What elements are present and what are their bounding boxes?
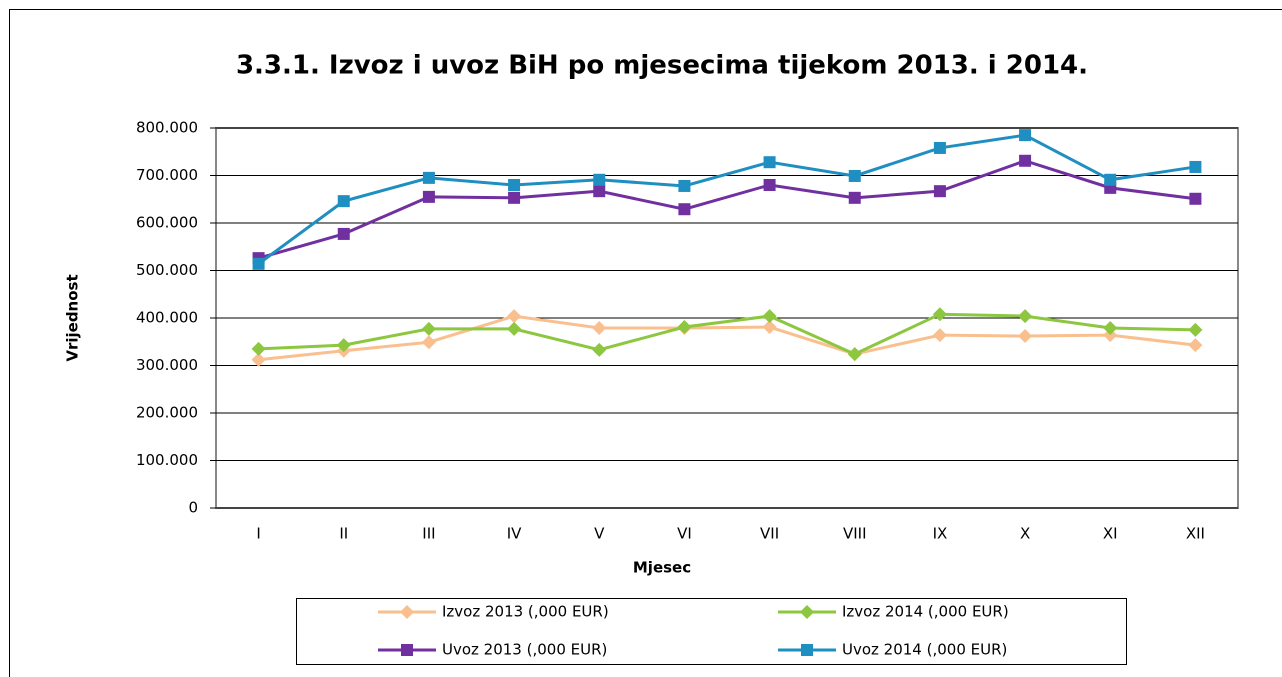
series-line	[258, 314, 1196, 362]
legend	[296, 598, 1127, 665]
y-tick-label: 500.000	[136, 261, 198, 279]
point	[251, 341, 266, 356]
point	[1018, 309, 1033, 324]
point	[592, 342, 607, 357]
point	[508, 179, 521, 191]
y-tick-label: 0	[188, 499, 198, 517]
point	[678, 179, 691, 192]
x-tick-label: XI	[1103, 525, 1118, 543]
point	[507, 321, 522, 336]
point	[1104, 173, 1117, 186]
x-tick-label: VII	[760, 525, 779, 543]
point	[848, 169, 861, 182]
legend-label: Izvoz 2013 (,000 EUR)	[442, 603, 609, 621]
point	[421, 335, 436, 350]
frame	[9, 9, 1282, 677]
x-tick-label: V	[594, 525, 605, 543]
x-tick-label: I	[256, 525, 260, 543]
point	[1189, 192, 1202, 205]
point	[252, 257, 265, 270]
point	[847, 347, 862, 362]
point	[1103, 328, 1118, 343]
point	[1189, 160, 1202, 173]
point	[763, 179, 776, 191]
point	[933, 141, 946, 154]
point	[1019, 154, 1032, 167]
point	[400, 605, 414, 619]
y-tick-label: 200.000	[136, 404, 198, 422]
point	[422, 171, 435, 184]
point	[763, 156, 776, 169]
x-axis-label: Mjesec	[633, 559, 691, 577]
y-tick-label: 800.000	[136, 119, 198, 137]
point	[677, 320, 692, 335]
y-tick-label: 100.000	[136, 451, 198, 469]
x-tick-label: VI	[677, 525, 692, 543]
point	[336, 338, 351, 353]
point	[933, 185, 946, 198]
x-tick-label: IV	[507, 525, 522, 543]
y-tick-label: 600.000	[136, 214, 198, 232]
legend-label: Uvoz 2014 (,000 EUR)	[842, 641, 1007, 659]
point	[848, 191, 861, 204]
y-tick-label: 700.000	[136, 166, 198, 184]
point	[1188, 322, 1203, 337]
point	[801, 644, 813, 656]
legend-label: Izvoz 2014 (,000 EUR)	[842, 603, 1009, 621]
point	[1018, 329, 1033, 344]
point	[401, 644, 413, 656]
x-tick-label: VIII	[843, 525, 867, 543]
point	[762, 320, 777, 335]
point	[593, 173, 606, 186]
point	[507, 309, 522, 324]
x-tick-label: IX	[933, 525, 948, 543]
y-tick-label: 400.000	[136, 309, 198, 327]
point	[592, 320, 607, 335]
point	[337, 195, 350, 208]
x-tick-label: III	[422, 525, 435, 543]
x-tick-label: XII	[1186, 525, 1205, 543]
point	[422, 190, 435, 203]
x-tick-label: II	[339, 525, 348, 543]
point	[593, 185, 606, 198]
point	[932, 307, 947, 322]
y-tick-label: 300.000	[136, 356, 198, 374]
series-line	[257, 133, 1196, 266]
point	[800, 605, 814, 619]
point	[1103, 320, 1118, 335]
point	[508, 191, 521, 204]
point	[421, 321, 436, 336]
series-line	[258, 159, 1196, 260]
point	[678, 203, 691, 216]
chart-title: 3.3.1. Izvoz i uvoz BiH po mjesecima tij…	[236, 51, 1088, 81]
point	[1188, 338, 1203, 353]
legend-label: Uvoz 2013 (,000 EUR)	[442, 641, 607, 659]
point	[762, 309, 777, 324]
y-axis-label: Vrijednost	[64, 274, 82, 361]
point	[1019, 129, 1032, 142]
point	[932, 328, 947, 343]
point	[337, 227, 350, 240]
point	[251, 352, 266, 367]
x-tick-label: X	[1020, 525, 1030, 543]
series-line	[258, 312, 1196, 356]
